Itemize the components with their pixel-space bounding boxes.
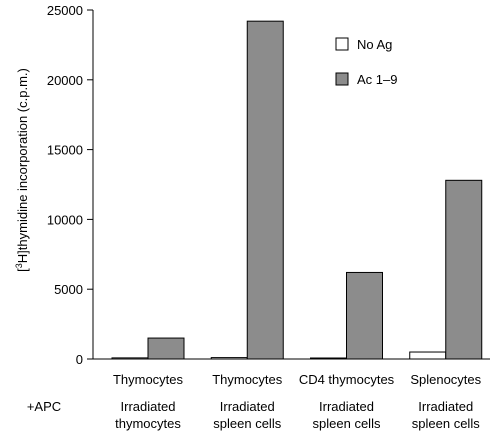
legend-label: Ac 1–9 <box>357 72 397 87</box>
legend-label: No Ag <box>357 37 392 52</box>
apc-label-line1: Irradiated <box>418 399 473 414</box>
y-tick-label: 5000 <box>54 282 83 297</box>
bar-ac-1-9 <box>346 271 383 360</box>
legend-swatch <box>335 37 349 51</box>
bar-no-ag <box>409 351 447 360</box>
apc-label-line1: Irradiated <box>220 399 275 414</box>
bar-no-ag <box>111 357 149 360</box>
apc-label-line1: Irradiated <box>121 399 176 414</box>
category-label: CD4 thymocytes <box>299 372 395 387</box>
axes: 0 5000 10000 15000 20000 25000 <box>47 3 490 367</box>
legend-swatch <box>335 72 349 86</box>
apc-label-line1: Irradiated <box>319 399 374 414</box>
legend: No Ag Ac 1–9 <box>335 37 397 87</box>
bar-ac-1-9 <box>445 179 483 360</box>
category-label: Splenocytes <box>410 372 481 387</box>
y-tick-label: 25000 <box>47 3 83 18</box>
apc-label-line2: thymocytes <box>115 416 181 431</box>
apc-label-line2: spleen cells <box>313 416 381 431</box>
bar-no-ag <box>210 357 248 360</box>
y-tick-label: 20000 <box>47 73 83 88</box>
y-tick-label: 15000 <box>47 143 83 158</box>
y-axis-label: [3H]thymidine incorporation (c.p.m.) <box>14 68 30 272</box>
bar-ac-1-9 <box>246 20 284 360</box>
apc-label-line2: spleen cells <box>412 416 480 431</box>
bar-no-ag <box>310 357 347 360</box>
apc-row-label: +APC <box>27 399 61 414</box>
apc-label-line2: spleen cells <box>213 416 281 431</box>
category-labels: Thymocytes Irradiated thymocytes Thymocytes… <box>27 372 482 431</box>
y-tick-label: 10000 <box>47 212 83 227</box>
bars <box>111 20 483 360</box>
category-label: Thymocytes <box>113 372 184 387</box>
bar-ac-1-9 <box>147 337 185 360</box>
category-label: Thymocytes <box>212 372 283 387</box>
y-tick-label: 0 <box>76 352 83 367</box>
